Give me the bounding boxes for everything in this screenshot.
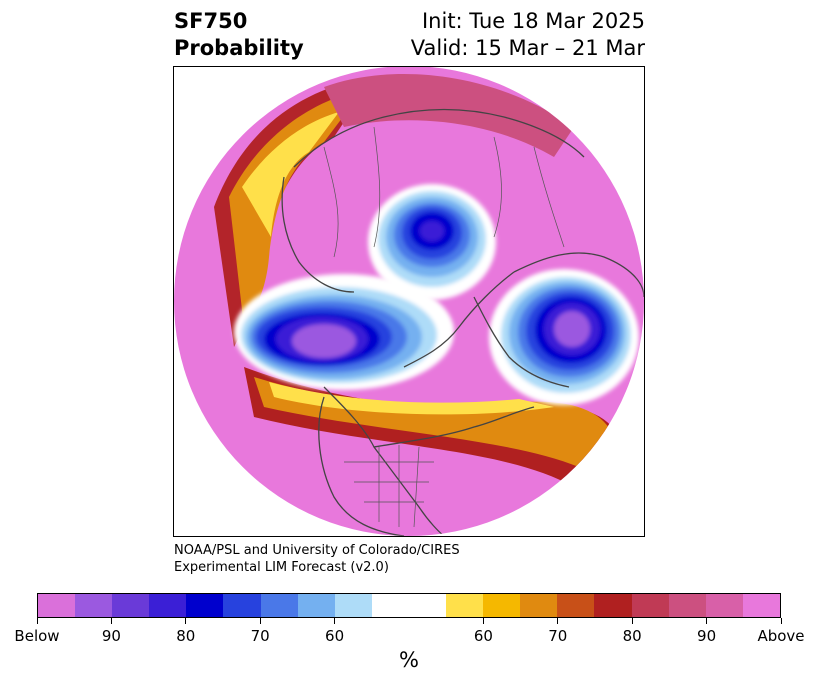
colorbar-tick-label: 90 — [697, 627, 717, 645]
colorbar-tick — [185, 618, 187, 624]
colorbar-cell — [705, 594, 743, 617]
colorbar-tick-label: 90 — [101, 627, 121, 645]
colorbar-cell — [520, 594, 558, 617]
colorbar-tick — [110, 618, 112, 624]
colorbar-cell — [557, 594, 595, 617]
colorbar-cell — [631, 594, 669, 617]
colorbar-tick — [334, 618, 336, 624]
colorbar-tick-label: 80 — [622, 627, 642, 645]
colorbar-cell — [594, 594, 632, 617]
band-60-south — [269, 382, 554, 415]
colorbar-cell — [297, 594, 335, 617]
band-70 — [229, 89, 364, 327]
colorbar-tick-label: 80 — [176, 627, 196, 645]
colorbar-cell — [38, 594, 76, 617]
product-name: Probability — [174, 36, 304, 60]
init-date: Init: Tue 18 Mar 2025 — [421, 9, 645, 33]
polar-probability-map — [174, 67, 644, 536]
title-left: SF750 Probability — [174, 8, 304, 62]
negative-anomaly-asia — [489, 269, 639, 405]
colorbar-cell — [260, 594, 298, 617]
colorbar-cell — [483, 594, 521, 617]
band-90-top — [324, 74, 574, 157]
colorbar-tick — [706, 618, 708, 624]
colorbar-cell — [186, 594, 224, 617]
colorbar-tick-label: Below — [14, 627, 60, 645]
valid-range: Valid: 15 Mar – 21 Mar — [410, 36, 645, 60]
map-panel — [173, 66, 645, 537]
colorbar-tick-label: 70 — [250, 627, 270, 645]
colorbar-tick — [780, 618, 782, 624]
colorbar-tick-label: Above — [757, 627, 805, 645]
colorbar-tick — [482, 618, 484, 624]
colorbar-cell — [149, 594, 187, 617]
credit-line2: Experimental LIM Forecast (v2.0) — [174, 560, 389, 575]
colorbar-cell — [668, 594, 706, 617]
negative-anomaly-arctic — [368, 184, 496, 300]
colorbar-tick-label: 70 — [548, 627, 568, 645]
colorbar-cell — [371, 594, 447, 617]
colorbar-cell — [75, 594, 113, 617]
variable-name: SF750 — [174, 9, 248, 33]
colorbar-tick — [631, 618, 633, 624]
colorbar — [37, 593, 781, 618]
colorbar-cell — [446, 594, 484, 617]
borders — [323, 126, 565, 528]
negative-anomaly-north-pacific — [234, 274, 454, 390]
credit-line1: NOAA/PSL and University of Colorado/CIRE… — [174, 543, 460, 558]
colorbar-cell — [112, 594, 150, 617]
colorbar-tick-label: 60 — [473, 627, 493, 645]
band-60 — [242, 112, 339, 237]
colorbar-unit: % — [399, 648, 419, 672]
colorbar-tick — [557, 618, 559, 624]
colorbar-tick — [36, 618, 38, 624]
colorbar-cell — [742, 594, 780, 617]
coastlines — [281, 108, 644, 536]
credit: NOAA/PSL and University of Colorado/CIRE… — [174, 542, 460, 576]
colorbar-tick — [259, 618, 261, 624]
colorbar-cell — [223, 594, 261, 617]
colorbar-tick-label: 60 — [325, 627, 345, 645]
colorbar-cell — [334, 594, 372, 617]
title-right: Init: Tue 18 Mar 2025 Valid: 15 Mar – 21… — [411, 8, 645, 62]
